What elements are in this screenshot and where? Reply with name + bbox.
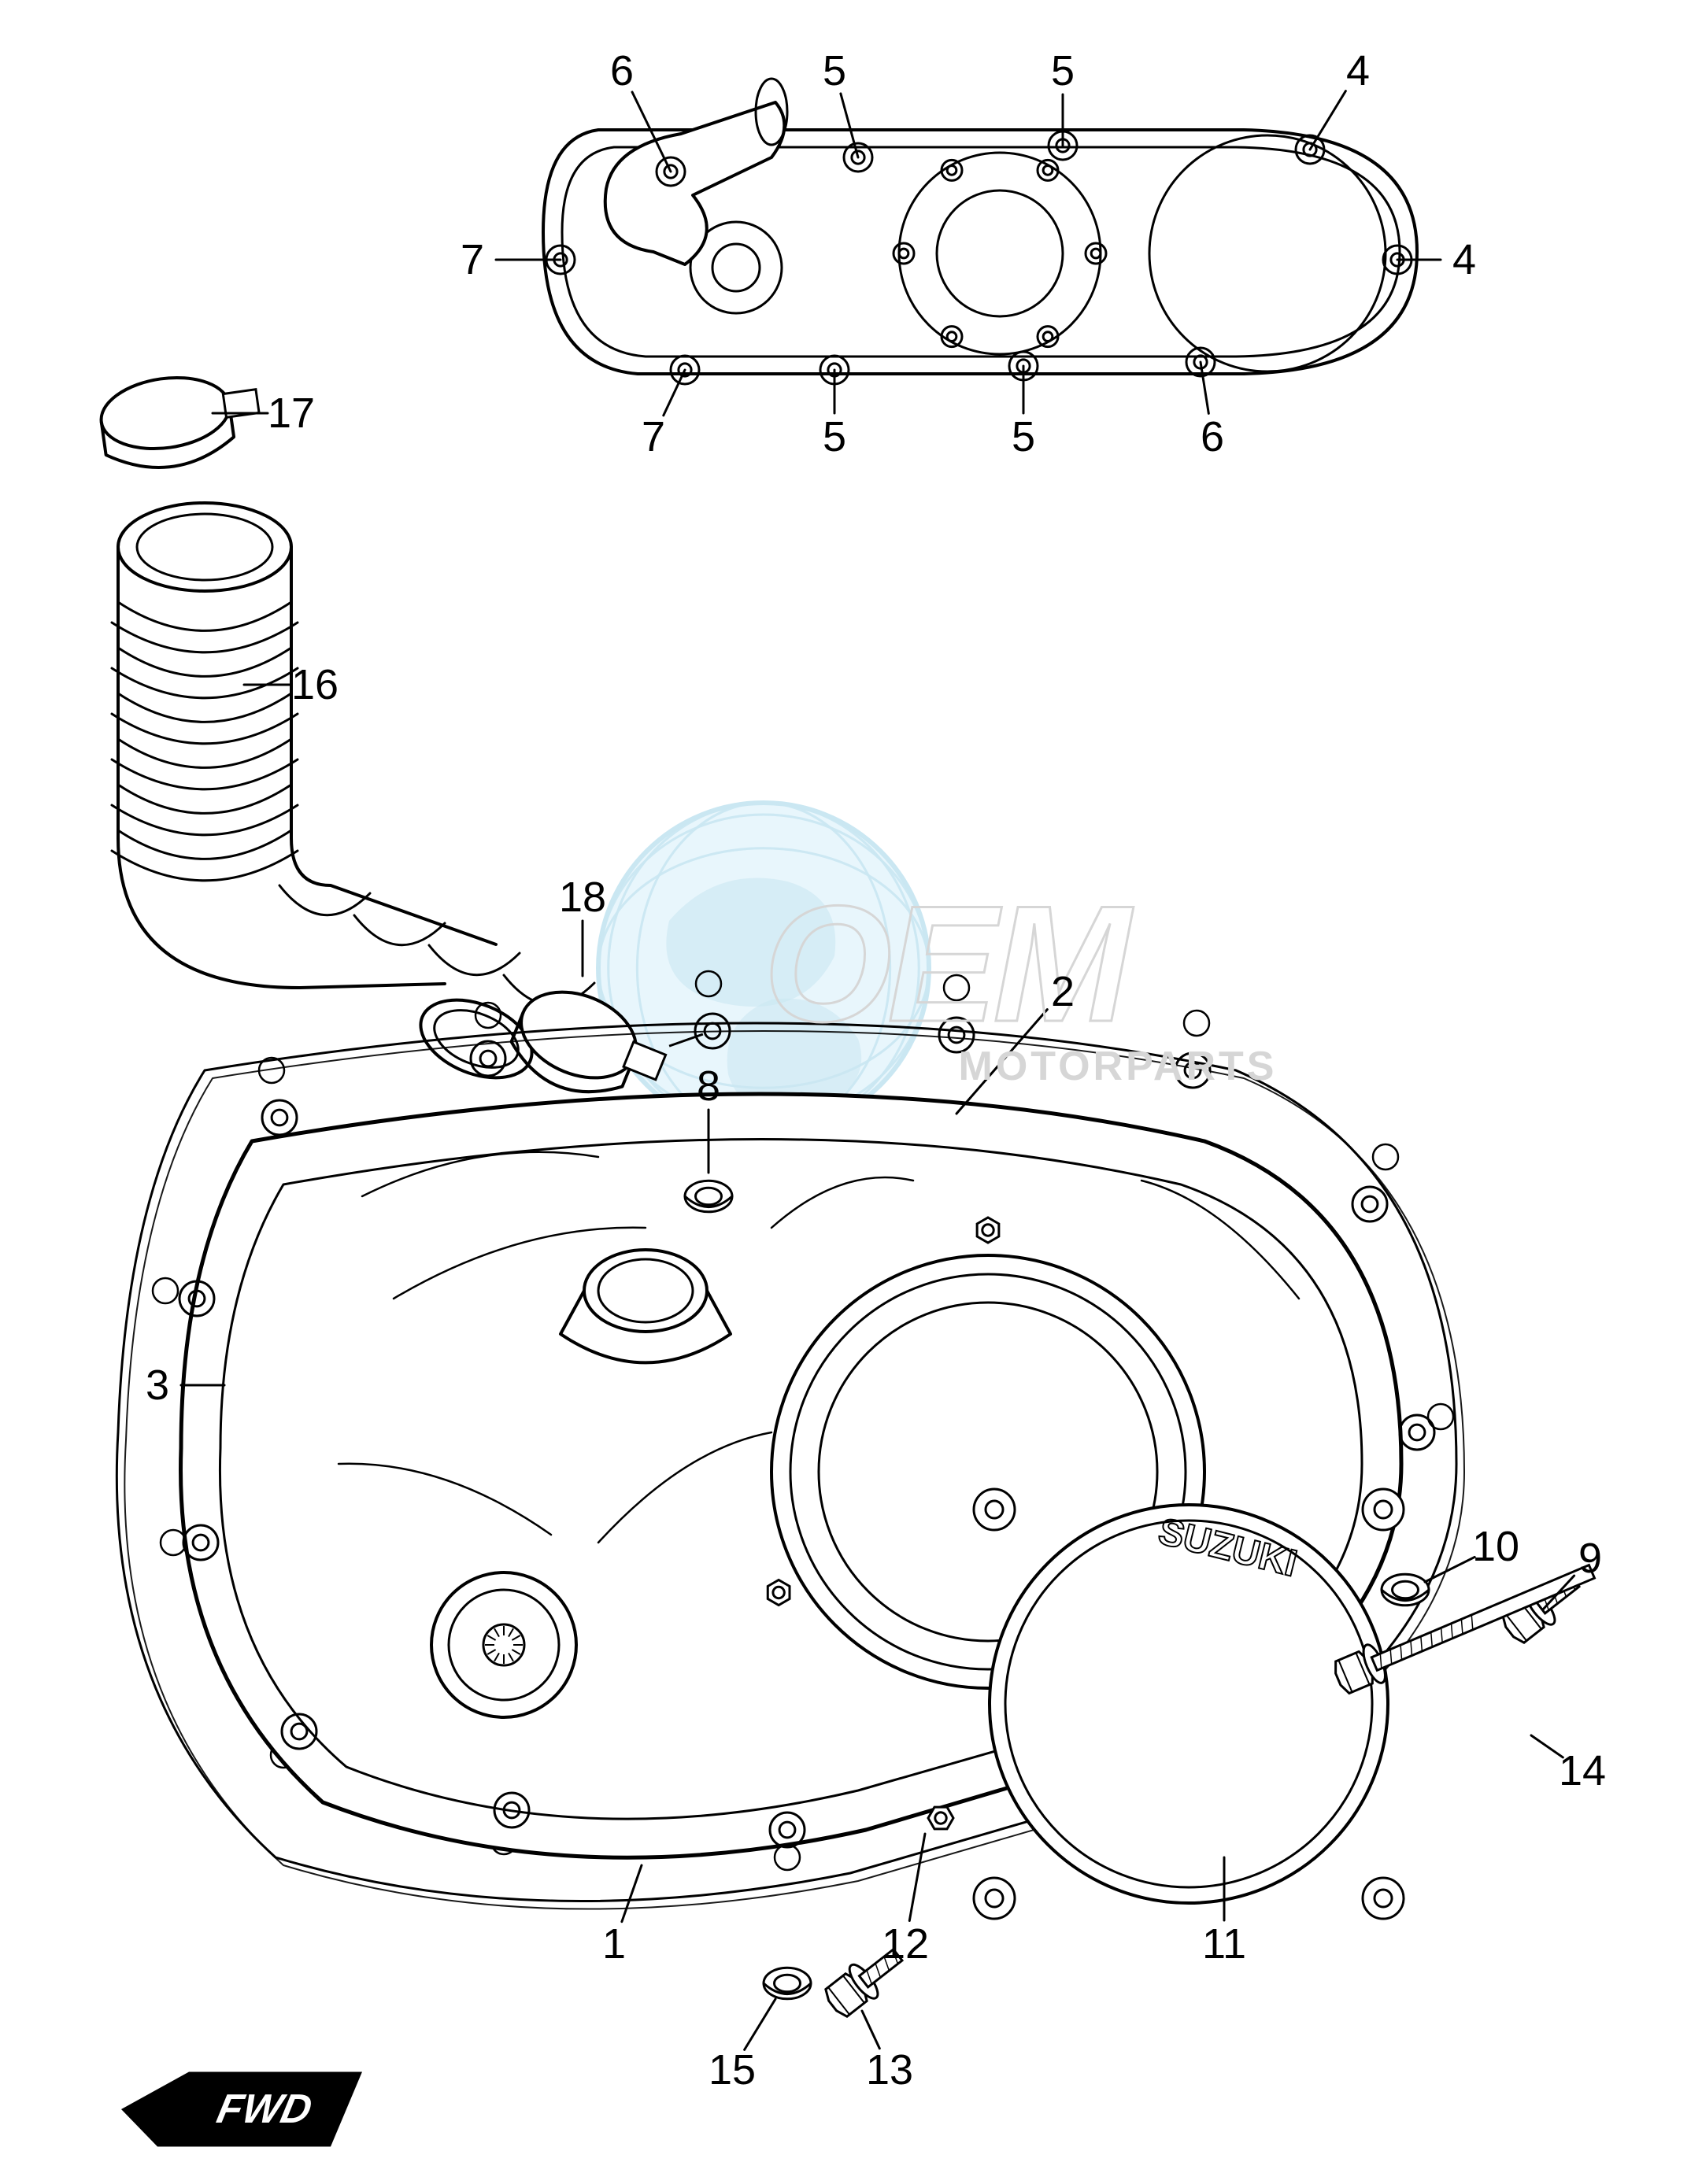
fwd-text: FWD	[213, 2086, 316, 2133]
top-cover	[543, 79, 1417, 384]
cooling-hose	[97, 366, 703, 1129]
